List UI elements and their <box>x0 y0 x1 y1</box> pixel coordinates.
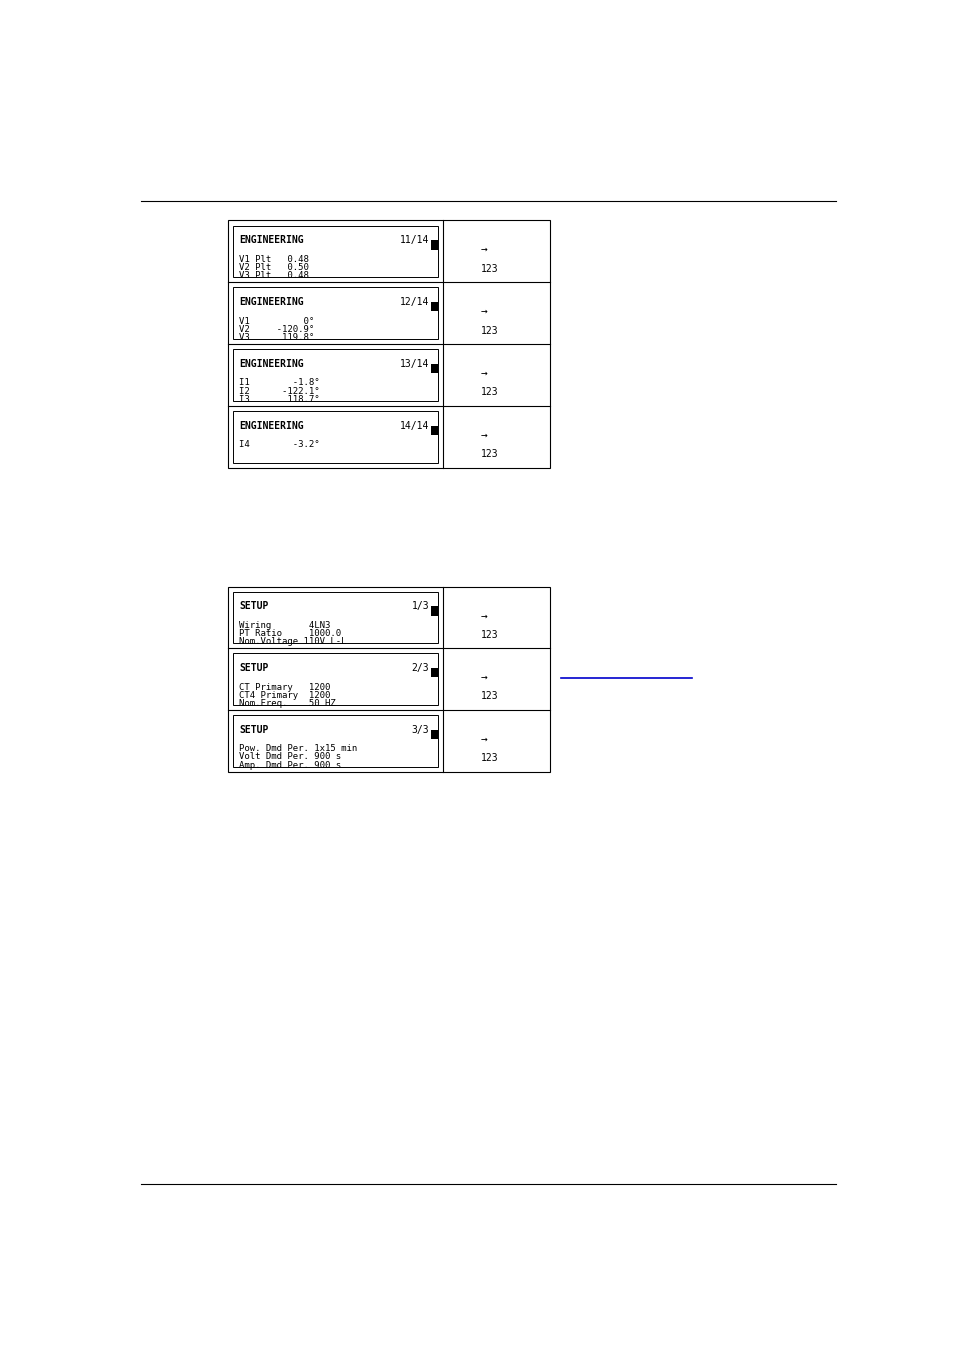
Text: V1 Plt   0.48: V1 Plt 0.48 <box>239 255 309 263</box>
Text: I4        -3.2°: I4 -3.2° <box>239 440 319 450</box>
Text: 11/14: 11/14 <box>399 235 429 245</box>
Text: 2/3: 2/3 <box>412 663 429 673</box>
Text: →: → <box>480 245 487 255</box>
Text: 123: 123 <box>480 326 497 335</box>
Text: Amp. Dmd Per. 900 s: Amp. Dmd Per. 900 s <box>239 761 341 770</box>
Bar <box>431 363 437 373</box>
Bar <box>431 426 437 435</box>
Text: PT Ratio     1000.0: PT Ratio 1000.0 <box>239 630 341 638</box>
Bar <box>431 240 437 250</box>
Text: 12/14: 12/14 <box>399 297 429 307</box>
Text: SETUP: SETUP <box>239 724 268 735</box>
Text: V3      119.8°: V3 119.8° <box>239 332 314 342</box>
Text: Nom.Voltage 110V L-L: Nom.Voltage 110V L-L <box>239 638 346 646</box>
Text: →: → <box>480 611 487 621</box>
Text: →: → <box>480 673 487 682</box>
Bar <box>233 715 437 766</box>
Text: ENGINEERING: ENGINEERING <box>239 297 303 307</box>
Bar <box>431 607 437 616</box>
Text: ENGINEERING: ENGINEERING <box>239 420 303 431</box>
Text: CT4 Primary  1200: CT4 Primary 1200 <box>239 690 330 700</box>
Bar <box>228 220 549 467</box>
Text: CT Primary   1200: CT Primary 1200 <box>239 682 330 692</box>
Text: ENGINEERING: ENGINEERING <box>239 235 303 245</box>
Bar <box>431 730 437 739</box>
Text: 123: 123 <box>480 263 497 274</box>
Text: →: → <box>480 431 487 440</box>
Bar <box>233 654 437 705</box>
Text: V1          0°: V1 0° <box>239 316 314 326</box>
Bar <box>431 303 437 311</box>
Text: 13/14: 13/14 <box>399 359 429 369</box>
Text: I1        -1.8°: I1 -1.8° <box>239 378 319 388</box>
Text: →: → <box>480 369 487 378</box>
Text: 14/14: 14/14 <box>399 420 429 431</box>
Text: Wiring       4LN3: Wiring 4LN3 <box>239 621 330 630</box>
Text: I2      -122.1°: I2 -122.1° <box>239 386 319 396</box>
Text: →: → <box>480 307 487 317</box>
Text: 1/3: 1/3 <box>412 601 429 611</box>
Text: Nom.Freq.    50 HZ: Nom.Freq. 50 HZ <box>239 698 335 708</box>
Text: V3 Plt   0.48: V3 Plt 0.48 <box>239 272 309 280</box>
Bar <box>233 411 437 463</box>
Text: →: → <box>480 735 487 744</box>
Text: 123: 123 <box>480 388 497 397</box>
Text: ENGINEERING: ENGINEERING <box>239 359 303 369</box>
Text: SETUP: SETUP <box>239 601 268 611</box>
Text: 123: 123 <box>480 753 497 763</box>
Text: 3/3: 3/3 <box>412 724 429 735</box>
Text: Volt Dmd Per. 900 s: Volt Dmd Per. 900 s <box>239 753 341 762</box>
Bar <box>233 288 437 339</box>
Bar <box>431 667 437 677</box>
Text: 123: 123 <box>480 450 497 459</box>
Text: V2     -120.9°: V2 -120.9° <box>239 324 314 334</box>
Text: 123: 123 <box>480 630 497 639</box>
Bar <box>233 350 437 401</box>
Text: Pow. Dmd Per. 1x15 min: Pow. Dmd Per. 1x15 min <box>239 744 357 754</box>
Text: V2 Plt   0.50: V2 Plt 0.50 <box>239 263 309 272</box>
Bar <box>228 586 549 771</box>
Text: SETUP: SETUP <box>239 663 268 673</box>
Text: 123: 123 <box>480 692 497 701</box>
Bar <box>233 592 437 643</box>
Bar <box>233 226 437 277</box>
Text: I3       118.7°: I3 118.7° <box>239 394 319 404</box>
